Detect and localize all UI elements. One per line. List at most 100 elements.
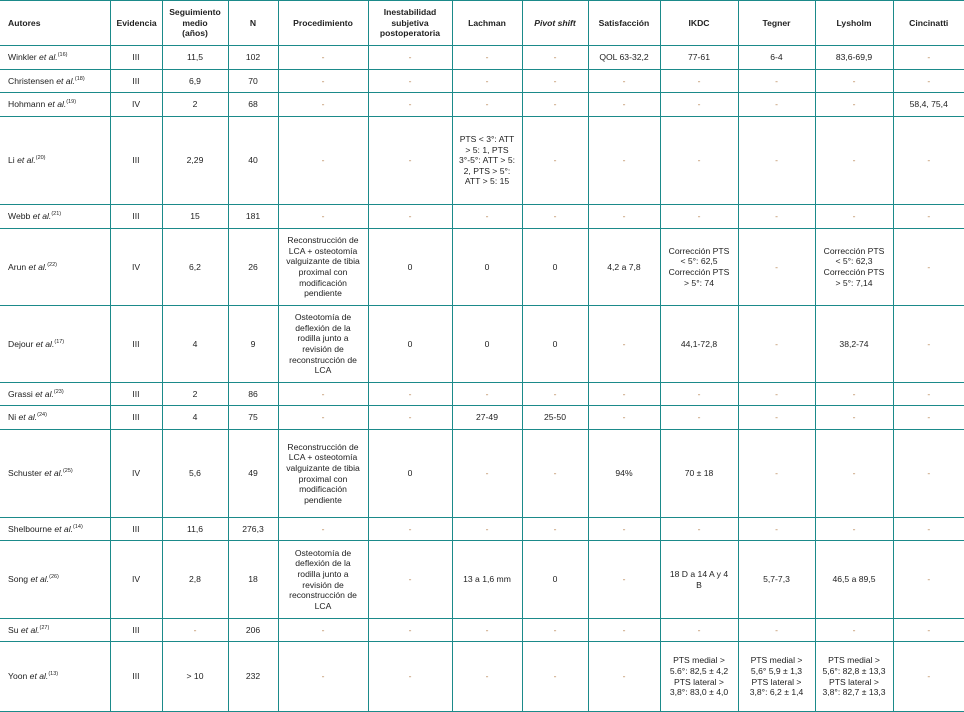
author-name: Li [8,155,15,166]
table-cell: 4,2 a 7,8 [587,228,661,306]
table-cell: - [737,92,816,117]
column-header: Evidencia [109,0,163,46]
table-cell: 6,2 [161,228,229,306]
author-cell: Winkler et al.(16) [0,45,111,70]
table-cell: 0 [367,429,453,518]
table-cell: III [109,382,163,406]
table-cell: 77-61 [659,45,739,70]
table-cell: - [892,382,964,406]
table-cell: 0 [367,228,453,306]
table-cell: 4 [161,305,229,383]
table-cell: 11,5 [161,45,229,70]
table-cell: III [109,641,163,712]
table-cell: III [109,204,163,229]
table-row: Dejour et al.(17) III 4 9 Osteotomía de defl… [0,305,964,383]
et-al: et al. [56,75,75,86]
table-cell: 27-49 [451,405,523,430]
table-cell: 46,5 a 89,5 [814,540,894,619]
et-al: et al. [18,412,38,423]
table-cell: III [109,405,163,430]
table-cell: - [521,641,589,712]
reference-link[interactable]: (14) [73,523,83,530]
table-cell: - [277,618,369,642]
table-cell: 70 [227,69,279,93]
et-al: et al. [20,624,40,635]
column-header: Lachman [451,0,523,46]
table-cell: - [587,618,661,642]
table-cell: - [659,69,739,93]
table-cell: - [587,517,661,541]
author-cell: Song et al.(26) [0,540,111,619]
table-row: Hohmann et al.(19) IV 2 68- - - - - - - -58,4, 75,… [0,92,964,117]
author-cell: Arun et al.(22) [0,228,111,306]
column-header: IKDC [659,0,739,46]
column-header: Seguimiento medio (años) [161,0,229,46]
reference-link[interactable]: (13) [48,671,59,678]
column-header: Inestabilidad subjetiva postoperatoria [367,0,453,46]
table-cell: - [587,540,661,619]
author-cell: Christensen et al.(18) [0,69,111,93]
table-row: Schuster et al.(25) IV 5,6 49 Reconstrucción… [0,429,964,518]
reference-link[interactable]: (24) [37,412,47,419]
et-al: et al. [30,574,50,585]
table-cell: - [451,45,523,70]
reference-link[interactable]: (16) [57,52,68,59]
table-cell: III [109,618,163,642]
table-row: Christensen et al.(18) III 6,9 70- - - - - - - - - [0,69,964,93]
reference-link[interactable]: (22) [47,261,57,268]
column-header: Tegner [737,0,816,46]
table-cell: - [814,517,894,541]
table-cell: - [277,382,369,406]
table-cell: 206 [227,618,279,642]
header-row: Autores Evidencia Seguimiento medio (años)… [0,0,964,46]
et-al: et al. [28,261,48,272]
reference-link[interactable]: (27) [39,624,50,631]
table-cell: 6-4 [737,45,816,70]
table-cell: - [659,92,739,117]
reference-link[interactable]: (18) [74,75,85,82]
table-cell: - [659,618,739,642]
table-cell: - [892,517,964,541]
table-cell: - [737,429,816,518]
column-header: Cincinatti [892,0,964,46]
author-name: Dejour [8,338,34,349]
table-cell: - [451,204,523,229]
reference-link[interactable]: (25) [62,468,73,475]
table-row: Li et al.(20) III 2,29 40- - PTS < 3°: ATT > … [0,116,964,205]
table-cell: IV [109,429,163,518]
table-cell: - [521,204,589,229]
author-cell: Ni et al.(24) [0,405,111,430]
table-cell: - [277,641,369,712]
author-cell: Shelbourne et al.(14) [0,517,111,541]
table-cell: - [521,382,589,406]
table-cell: 276,3 [227,517,279,541]
reference-link[interactable]: (26) [49,574,59,581]
reference-link[interactable]: (23) [53,388,64,395]
table-cell: 0 [521,540,589,619]
column-header: Autores [0,0,111,46]
et-al: et al. [29,671,49,682]
table-cell: - [587,382,661,406]
table-cell: - [521,429,589,518]
et-al: et al. [32,211,52,222]
table-cell: - [892,305,964,383]
table-cell: 18 [227,540,279,619]
reference-link[interactable]: (20) [35,155,46,162]
table-cell: - [367,641,453,712]
column-header: Procedimiento [277,0,369,46]
reference-link[interactable]: (17) [54,338,65,345]
table-cell: 2 [161,382,229,406]
reference-link[interactable]: (19) [66,99,77,106]
table-cell: III [109,45,163,70]
table-cell: PTS medial > 5.6°: 82,5 ± 4,2 PTS latera… [659,641,739,712]
table-cell: 40 [227,116,279,205]
table-cell: - [737,228,816,306]
table-cell: 26 [227,228,279,306]
table-cell: 11,6 [161,517,229,541]
table-cell: III [109,305,163,383]
table-cell: - [587,116,661,205]
table-cell: IV [109,228,163,306]
reference-link[interactable]: (21) [51,211,62,218]
table-cell: - [892,69,964,93]
table-cell: - [521,618,589,642]
